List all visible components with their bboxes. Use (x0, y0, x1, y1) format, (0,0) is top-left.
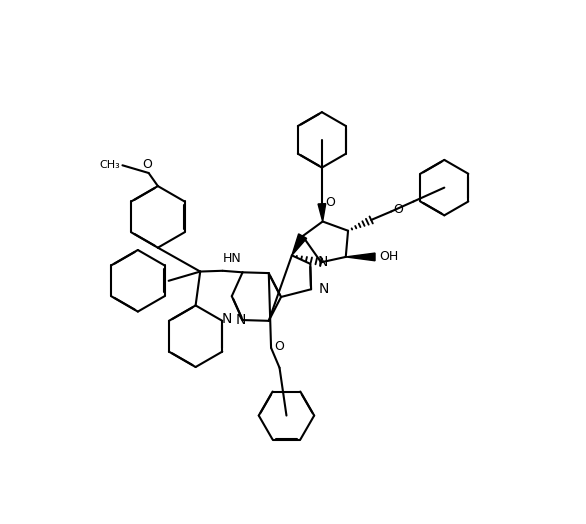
Polygon shape (318, 204, 326, 222)
Text: O: O (325, 196, 335, 209)
Text: OH: OH (379, 250, 398, 264)
Polygon shape (346, 253, 375, 261)
Text: N: N (222, 312, 232, 325)
Text: CH₃: CH₃ (100, 160, 120, 170)
Text: N: N (236, 313, 246, 327)
Text: N: N (318, 255, 328, 268)
Text: O: O (274, 340, 284, 353)
Text: HN: HN (223, 252, 242, 265)
Text: N: N (319, 282, 329, 296)
Polygon shape (292, 234, 306, 255)
Text: O: O (393, 203, 403, 216)
Text: O: O (142, 158, 152, 171)
